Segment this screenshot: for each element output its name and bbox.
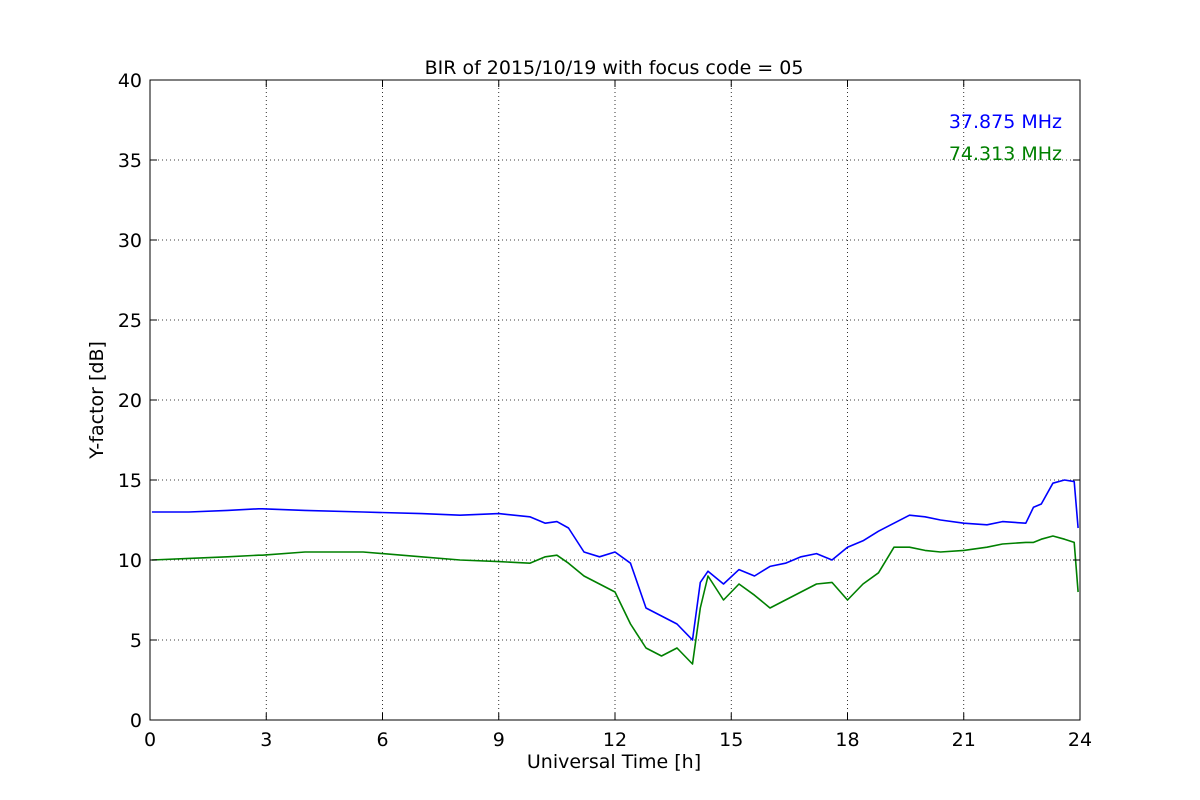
y-tick-label: 0: [130, 710, 142, 732]
plot-area: [149, 79, 1081, 721]
y-axis-title: Y-factor [dB]: [86, 341, 108, 460]
legend: 37.875 MHz 74.313 MHz: [949, 111, 1062, 165]
x-tick-label: 21: [952, 729, 976, 751]
x-axis-title: Universal Time [h]: [527, 751, 701, 773]
legend-entry-2: 74.313 MHz: [949, 143, 1062, 165]
x-tick-label: 6: [376, 729, 388, 751]
grid-lines: [150, 80, 1080, 720]
x-tick-label: 9: [493, 729, 505, 751]
y-axis: 0 5 10 15 20 25 30 35 40: [118, 70, 1080, 732]
x-tick-label: 12: [603, 729, 627, 751]
y-tick-label: 40: [118, 70, 142, 92]
x-tick-label: 18: [835, 729, 859, 751]
x-tick-label: 24: [1068, 729, 1092, 751]
chart-title: BIR of 2015/10/19 with focus code = 05: [425, 57, 804, 79]
series-layer: [151, 479, 1079, 665]
x-tick-label: 15: [719, 729, 743, 751]
y-tick-label: 35: [118, 150, 142, 172]
y-tick-label: 30: [118, 230, 142, 252]
x-tick-label: 3: [260, 729, 272, 751]
x-axis: 0 3 6 9 12 15 18 21 24: [144, 80, 1092, 751]
y-tick-label: 5: [130, 630, 142, 652]
legend-entry-1: 37.875 MHz: [949, 111, 1062, 133]
series-line-2: [151, 535, 1079, 665]
series-line-1: [151, 479, 1079, 641]
x-tick-label: 0: [144, 729, 156, 751]
y-tick-label: 15: [118, 470, 142, 492]
y-tick-label: 25: [118, 310, 142, 332]
y-tick-label: 20: [118, 390, 142, 412]
y-tick-label: 10: [118, 550, 142, 572]
